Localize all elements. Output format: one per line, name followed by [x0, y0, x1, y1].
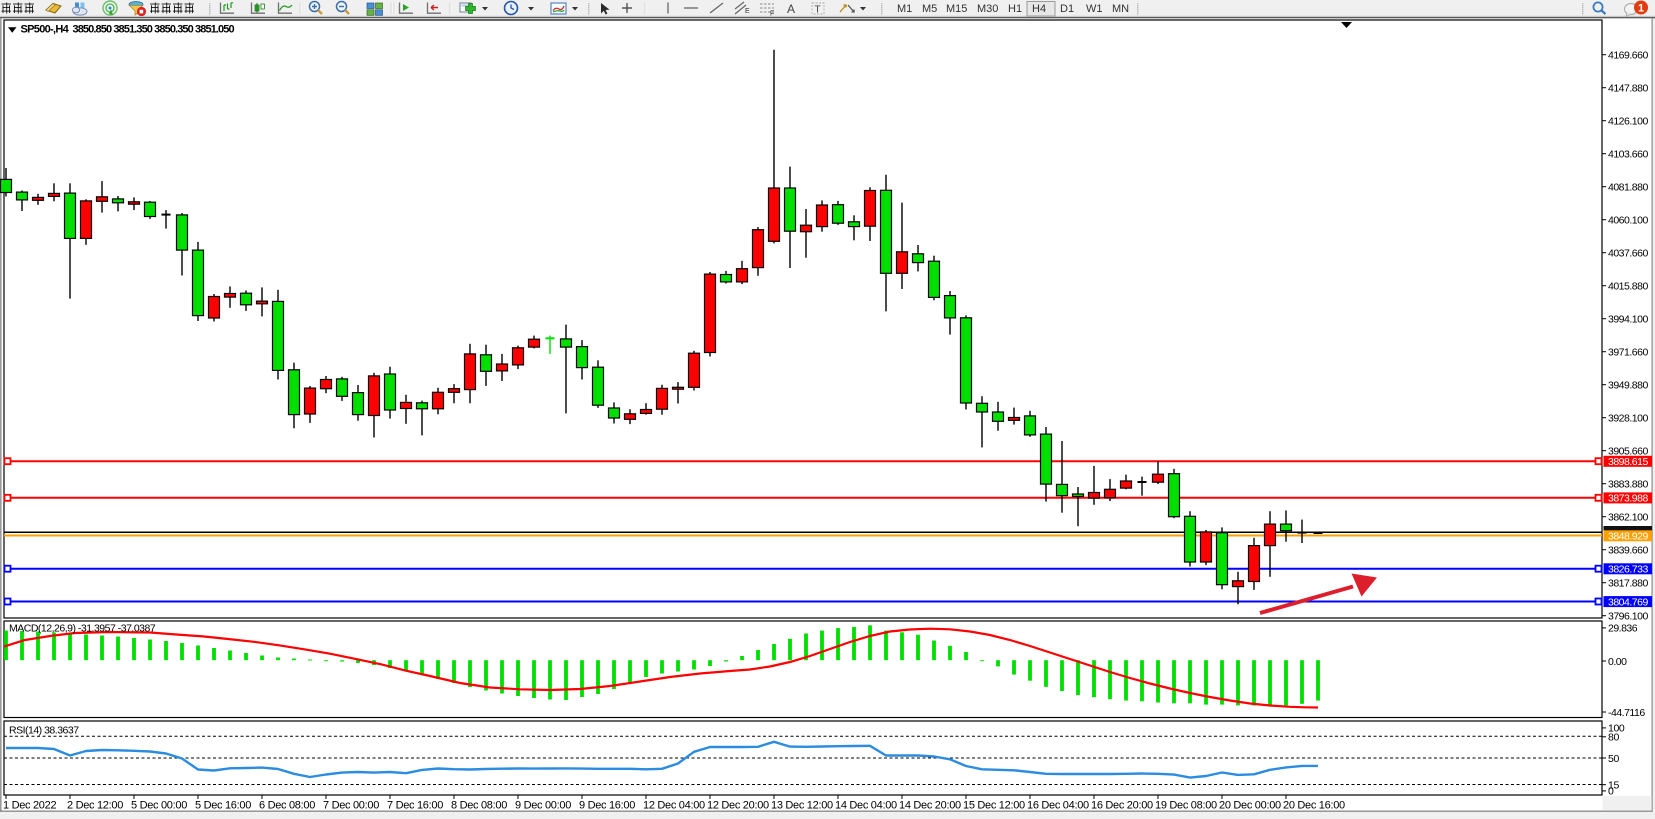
svg-text:0.00: 0.00: [1608, 656, 1627, 668]
svg-text:MN: MN: [1112, 3, 1129, 15]
svg-text:4015.880: 4015.880: [1608, 281, 1648, 293]
svg-text:3796.100: 3796.100: [1608, 611, 1648, 623]
svg-text:D1: D1: [1060, 3, 1074, 15]
svg-text:100: 100: [1608, 723, 1625, 735]
svg-text:3928.100: 3928.100: [1608, 413, 1648, 425]
svg-text:16 Dec 20:00: 16 Dec 20:00: [1091, 800, 1153, 812]
svg-text:4169.660: 4169.660: [1608, 50, 1648, 62]
svg-text:4147.880: 4147.880: [1608, 83, 1648, 95]
svg-text:6 Dec 08:00: 6 Dec 08:00: [259, 800, 315, 812]
svg-text:H1: H1: [1008, 3, 1022, 15]
svg-text:M5: M5: [922, 3, 937, 15]
svg-text:3905.660: 3905.660: [1608, 446, 1648, 458]
svg-text:3883.880: 3883.880: [1608, 479, 1648, 491]
svg-text:15: 15: [1608, 780, 1619, 792]
svg-text:80: 80: [1608, 732, 1619, 744]
svg-text:7 Dec 16:00: 7 Dec 16:00: [387, 800, 443, 812]
svg-text:9 Dec 16:00: 9 Dec 16:00: [579, 800, 635, 812]
svg-text:3862.100: 3862.100: [1608, 512, 1648, 524]
svg-text:3839.660: 3839.660: [1608, 545, 1648, 557]
svg-text:20 Dec 00:00: 20 Dec 00:00: [1219, 800, 1281, 812]
svg-text:3898.615: 3898.615: [1608, 456, 1648, 468]
svg-text:1: 1: [1638, 3, 1644, 15]
svg-text:3826.733: 3826.733: [1608, 564, 1648, 576]
svg-text:H4: H4: [1032, 3, 1046, 15]
svg-text:7 Dec 00:00: 7 Dec 00:00: [323, 800, 379, 812]
svg-text:W1: W1: [1086, 3, 1103, 15]
svg-text:3949.880: 3949.880: [1608, 380, 1648, 392]
svg-text:3850.850 3851.350 3850.350 385: 3850.850 3851.350 3850.350 3851.050: [73, 24, 235, 36]
svg-text:29.836: 29.836: [1608, 623, 1638, 635]
svg-text:5 Dec 00:00: 5 Dec 00:00: [131, 800, 187, 812]
svg-text:4060.100: 4060.100: [1608, 215, 1648, 227]
svg-text:3873.988: 3873.988: [1608, 493, 1648, 505]
svg-text:MACD(12,26,9) -31.3957 -37.038: MACD(12,26,9) -31.3957 -37.0387: [9, 623, 156, 635]
svg-text:15 Dec 12:00: 15 Dec 12:00: [963, 800, 1025, 812]
svg-text:2 Dec 12:00: 2 Dec 12:00: [67, 800, 123, 812]
svg-text:5 Dec 16:00: 5 Dec 16:00: [195, 800, 251, 812]
svg-text:3971.660: 3971.660: [1608, 347, 1648, 359]
svg-text:A: A: [787, 2, 795, 16]
svg-text:F: F: [770, 11, 774, 18]
svg-text:0: 0: [1608, 786, 1614, 798]
svg-text:19 Dec 08:00: 19 Dec 08:00: [1155, 800, 1217, 812]
svg-text:14 Dec 04:00: 14 Dec 04:00: [835, 800, 897, 812]
svg-text:20 Dec 16:00: 20 Dec 16:00: [1283, 800, 1345, 812]
svg-text:E: E: [745, 8, 750, 15]
svg-text:3817.880: 3817.880: [1608, 578, 1648, 590]
svg-text:SP500-,H4: SP500-,H4: [21, 24, 70, 36]
svg-text:9 Dec 00:00: 9 Dec 00:00: [515, 800, 571, 812]
svg-text:3994.100: 3994.100: [1608, 314, 1648, 326]
svg-text:8 Dec 08:00: 8 Dec 08:00: [451, 800, 507, 812]
svg-text:M1: M1: [897, 3, 912, 15]
svg-text:12 Dec 20:00: 12 Dec 20:00: [707, 800, 769, 812]
svg-text:14 Dec 20:00: 14 Dec 20:00: [899, 800, 961, 812]
svg-text:M30: M30: [977, 3, 998, 15]
svg-text:1 Dec 2022: 1 Dec 2022: [3, 800, 56, 812]
svg-text:50: 50: [1608, 753, 1619, 765]
svg-text:4103.660: 4103.660: [1608, 149, 1648, 161]
svg-text:-44.7116: -44.7116: [1608, 707, 1645, 719]
svg-text:13 Dec 12:00: 13 Dec 12:00: [771, 800, 833, 812]
svg-text:16 Dec 04:00: 16 Dec 04:00: [1027, 800, 1089, 812]
svg-text:RSI(14) 38.3637: RSI(14) 38.3637: [9, 725, 79, 737]
svg-text:T: T: [815, 5, 821, 16]
svg-text:4081.880: 4081.880: [1608, 182, 1648, 194]
svg-text:12 Dec 04:00: 12 Dec 04:00: [643, 800, 705, 812]
svg-text:3804.769: 3804.769: [1608, 596, 1648, 608]
svg-text:M15: M15: [946, 3, 967, 15]
svg-text:4126.100: 4126.100: [1608, 116, 1648, 128]
svg-text:3848.929: 3848.929: [1608, 531, 1648, 543]
svg-text:4037.660: 4037.660: [1608, 248, 1648, 260]
